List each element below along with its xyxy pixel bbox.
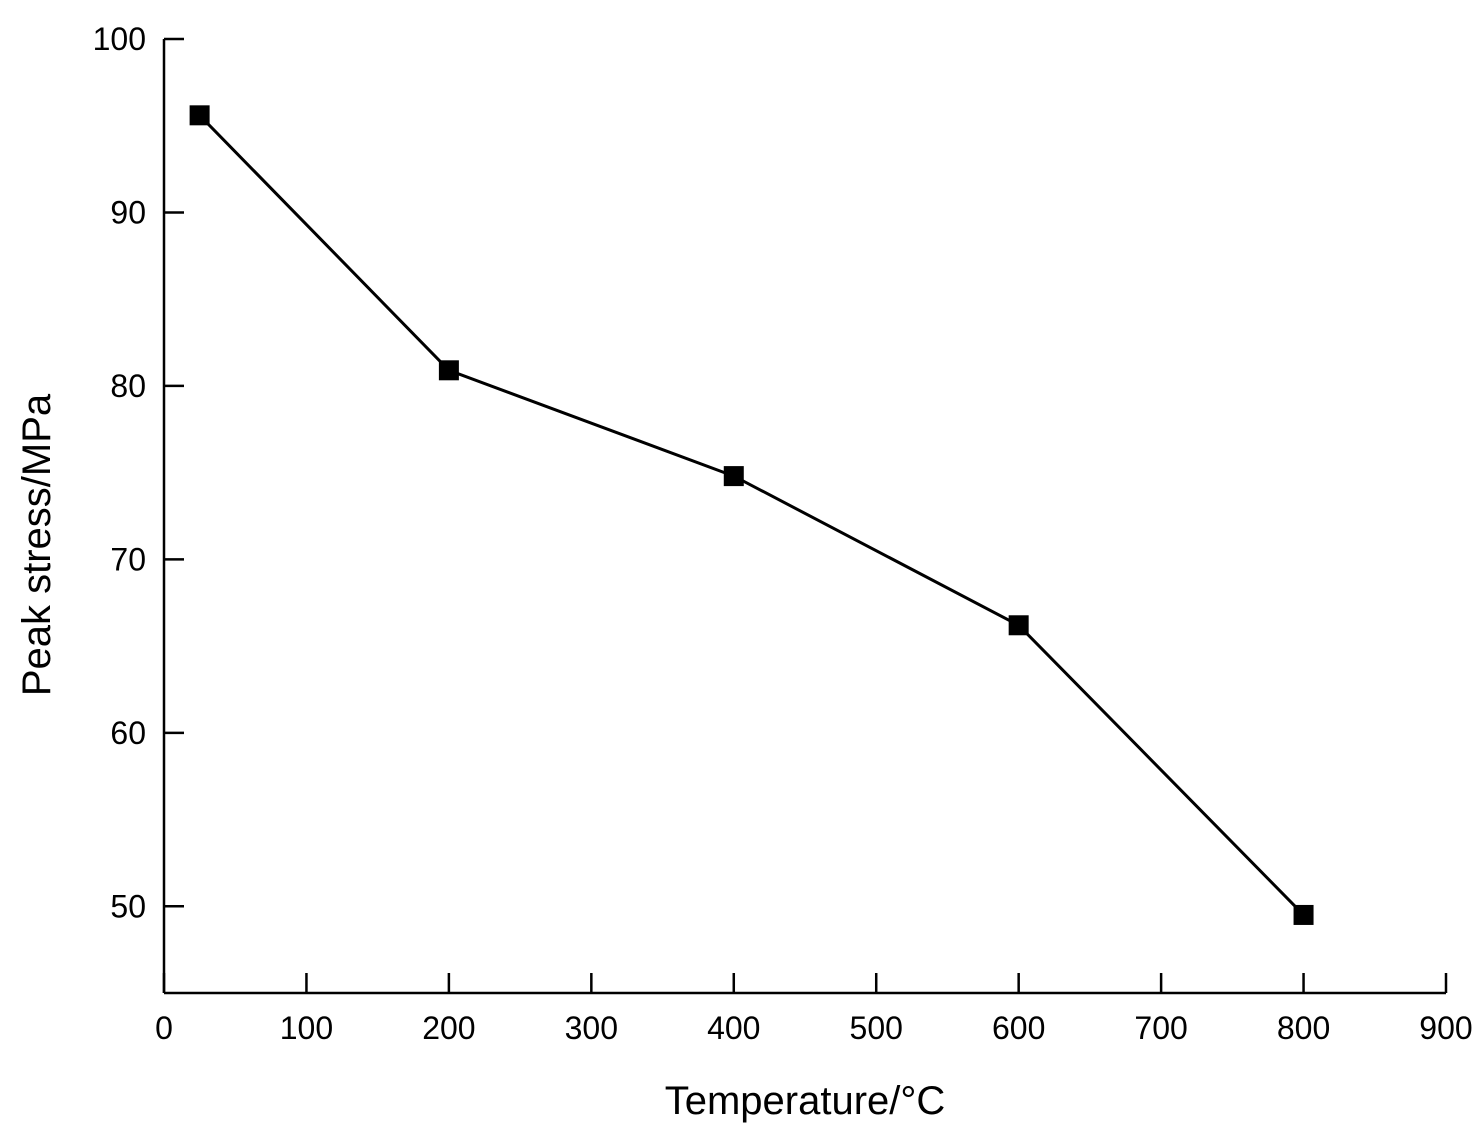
y-ticks: 50 60 70 80 90 100 [93,21,184,924]
data-point [189,105,210,126]
x-tick-label: 0 [155,1010,173,1046]
series-line [198,114,1305,916]
y-tick-label: 90 [110,194,146,230]
data-point [723,466,744,487]
x-axis-title: Temperature/°C [665,1079,946,1123]
x-tick-label: 500 [850,1010,903,1046]
x-tick-label: 600 [992,1010,1045,1046]
y-tick-label: 100 [93,21,146,57]
x-tick-label: 700 [1134,1010,1187,1046]
data-point [1008,615,1029,636]
x-tick-label: 800 [1277,1010,1330,1046]
y-tick-label: 50 [110,888,146,924]
x-tick-label: 300 [565,1010,618,1046]
x-tick-label: 400 [707,1010,760,1046]
y-tick-label: 70 [110,541,146,577]
x-ticks: 0 100 200 300 400 500 600 700 800 900 [155,973,1473,1046]
data-point [1293,904,1314,925]
x-tick-label: 100 [280,1010,333,1046]
y-tick-label: 80 [110,368,146,404]
series [189,105,1314,925]
axes [162,39,1446,995]
x-tick-label: 200 [422,1010,475,1046]
y-axis-title: Peak stress/MPa [15,393,59,696]
y-tick-label: 60 [110,715,146,751]
markers [189,105,1314,925]
data-point [438,360,459,381]
x-tick-label: 900 [1419,1010,1472,1046]
